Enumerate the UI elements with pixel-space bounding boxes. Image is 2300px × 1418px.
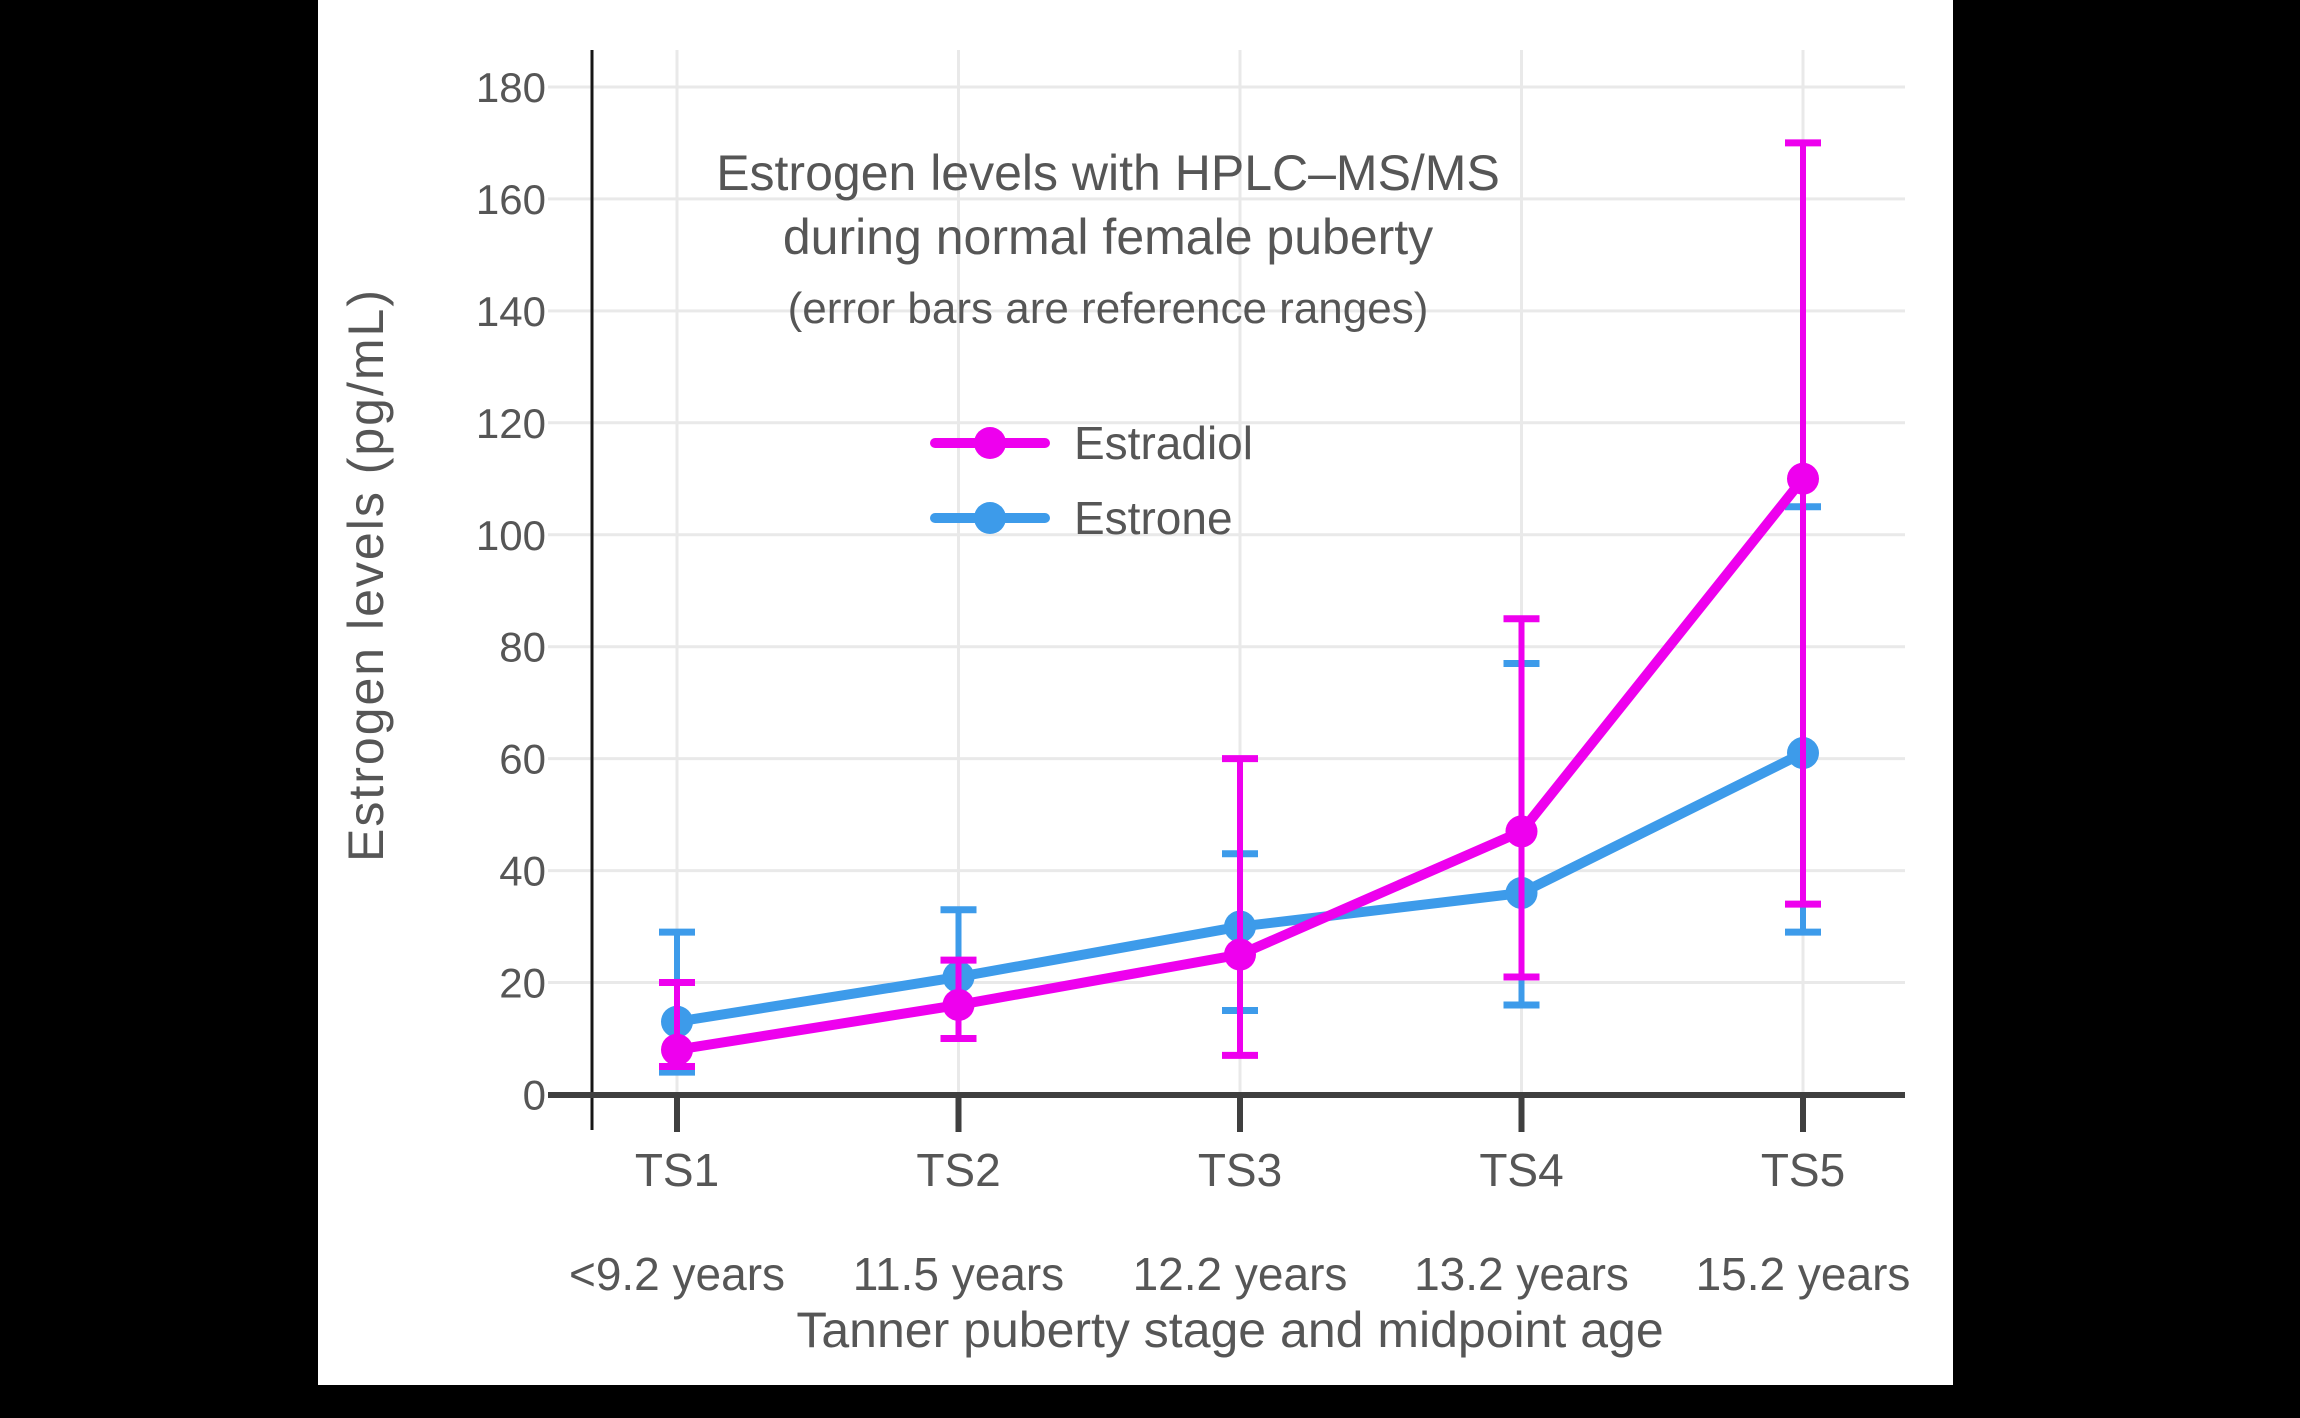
y-tick-label-60: 60 [499, 736, 546, 783]
y-axis-title: Estrogen levels (pg/mL) [338, 287, 394, 863]
estrone-line-marker-icon [930, 491, 1050, 545]
estradiol-marker-TS2 [942, 988, 975, 1021]
x-age-label-TS1: <9.2 years [569, 1248, 785, 1300]
x-age-label-TS4: 13.2 years [1414, 1248, 1629, 1300]
x-axis-title: Tanner puberty stage and midpoint age [796, 1302, 1664, 1358]
y-tick-label-80: 80 [499, 624, 546, 671]
y-tick-label-40: 40 [499, 848, 546, 895]
estradiol-marker-TS3 [1224, 938, 1256, 971]
y-tick-label-20: 20 [499, 960, 546, 1007]
y-tick-label-0: 0 [523, 1072, 546, 1119]
y-tick-label-100: 100 [476, 512, 546, 559]
x-stage-label-TS1: TS1 [635, 1144, 719, 1196]
estradiol-marker-TS4 [1505, 815, 1538, 848]
x-stage-label-TS5: TS5 [1761, 1144, 1845, 1196]
legend-entry-estrone: Estrone [930, 491, 1233, 545]
x-age-label-TS2: 11.5 years [853, 1248, 1064, 1300]
x-stage-label-TS4: TS4 [1479, 1144, 1563, 1196]
y-tick-label-140: 140 [476, 288, 546, 335]
estradiol-line-marker-icon [930, 416, 1050, 470]
x-age-label-TS3: 12.2 years [1133, 1248, 1348, 1300]
y-tick-label-120: 120 [476, 400, 546, 447]
y-tick-label-160: 160 [476, 176, 546, 223]
chart-title-line2: during normal female puberty [782, 209, 1434, 265]
x-stage-label-TS2: TS2 [916, 1144, 1000, 1196]
chart-title-line1: Estrogen levels with HPLC–MS/MS [716, 145, 1500, 201]
y-tick-label-180: 180 [476, 64, 546, 111]
estradiol-marker-TS1 [661, 1033, 693, 1066]
x-stage-label-TS3: TS3 [1198, 1144, 1282, 1196]
legend-label-estrone: Estrone [1074, 492, 1233, 544]
x-age-label-TS5: 15.2 years [1696, 1248, 1911, 1300]
chart-subtitle: (error bars are reference ranges) [787, 284, 1429, 333]
legend-entry-estradiol: Estradiol [930, 416, 1253, 470]
estradiol-marker-TS5 [1787, 462, 1819, 495]
legend-label-estradiol: Estradiol [1074, 417, 1253, 469]
